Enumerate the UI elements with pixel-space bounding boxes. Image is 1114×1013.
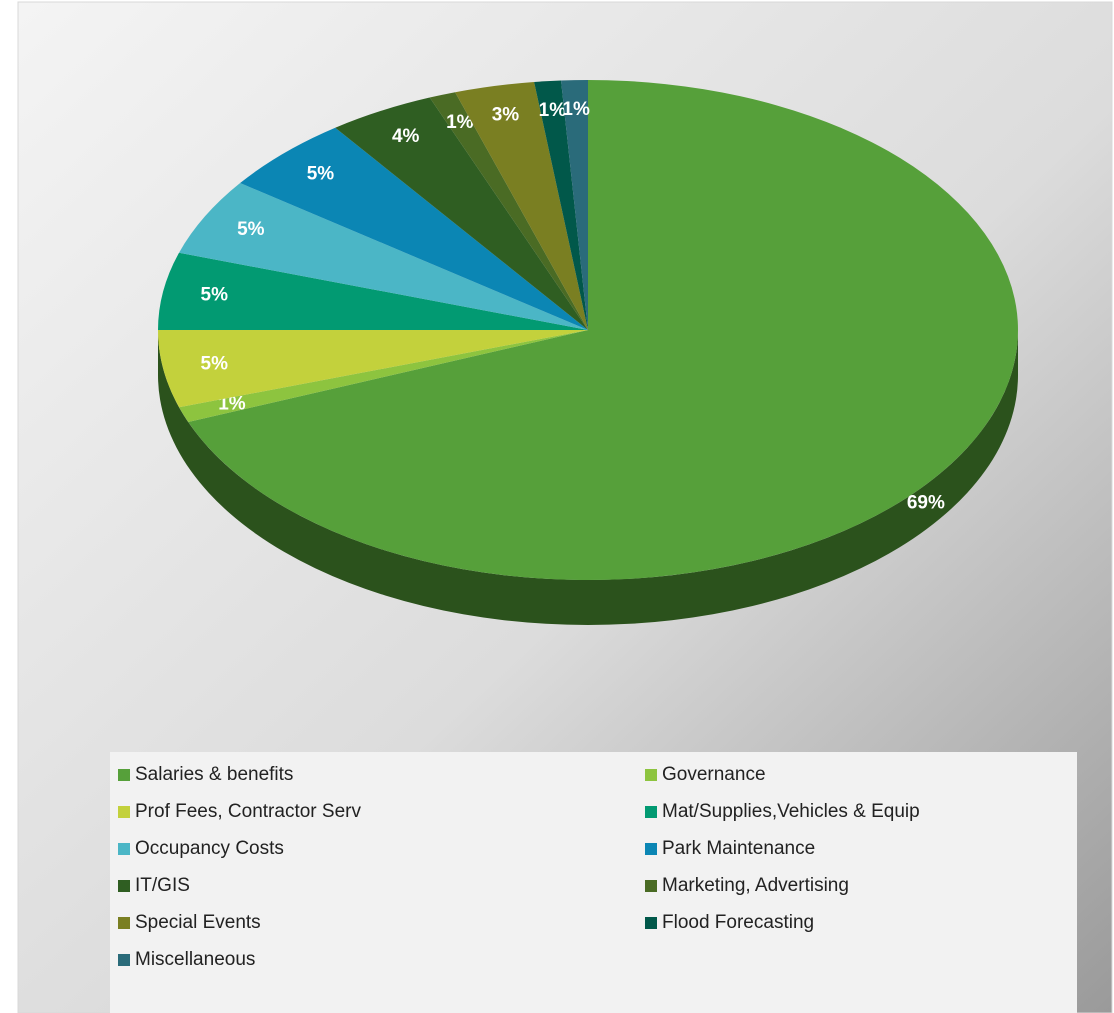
slice	[429, 92, 588, 330]
legend-label: Occupancy Costs	[135, 838, 284, 859]
data-label: 5%	[201, 353, 229, 374]
data-label: 4%	[392, 126, 420, 147]
slice	[179, 330, 588, 423]
legend-label: Park Maintenance	[662, 838, 815, 859]
legend-box	[110, 752, 1077, 1013]
legend-label: Salaries & benefits	[135, 764, 293, 785]
slice	[188, 80, 1019, 581]
legend-swatch	[645, 769, 657, 781]
legend-swatch	[645, 880, 657, 892]
slice	[179, 183, 588, 330]
legend-swatch	[118, 843, 130, 855]
data-label: 1%	[218, 394, 246, 415]
legend-swatch	[645, 806, 657, 818]
data-label: 1%	[562, 99, 590, 120]
slice	[455, 81, 588, 331]
legend-swatch	[118, 769, 130, 781]
legend-swatch	[645, 843, 657, 855]
legend-swatch	[118, 806, 130, 818]
data-label: 1%	[539, 100, 567, 121]
legend-swatch	[118, 954, 130, 966]
pie: 69%1%5%5%5%5%4%1% 3% 1%1%	[158, 80, 1019, 625]
legend-label: Marketing, Advertising	[662, 875, 849, 896]
data-label: 5%	[307, 163, 335, 184]
legend-label: Special Events	[135, 912, 261, 933]
legend-label: IT/GIS	[135, 875, 190, 896]
legend: Salaries & benefits Governance Prof Fees, …	[118, 764, 920, 970]
legend-swatch	[118, 917, 130, 929]
data-label: 5%	[201, 285, 229, 306]
legend-label: Prof Fees, Contractor Serv	[135, 801, 361, 822]
data-label: 69%	[907, 493, 945, 514]
slice	[335, 97, 588, 330]
slice	[561, 80, 588, 330]
legend-label: Miscellaneous	[135, 949, 255, 970]
slice	[240, 127, 589, 330]
data-label: 1%	[446, 112, 474, 133]
legend-swatch	[118, 880, 130, 892]
slice	[534, 80, 588, 330]
legend-label: Mat/Supplies,Vehicles & Equip	[662, 801, 920, 822]
legend-label: Flood Forecasting	[662, 912, 814, 933]
data-label: 3%	[492, 104, 520, 125]
legend-swatch	[645, 917, 657, 929]
legend-label: Governance	[662, 764, 766, 785]
slice	[158, 330, 588, 408]
slice	[158, 252, 588, 330]
data-label: 5%	[237, 219, 265, 240]
pie-side	[158, 330, 1018, 625]
